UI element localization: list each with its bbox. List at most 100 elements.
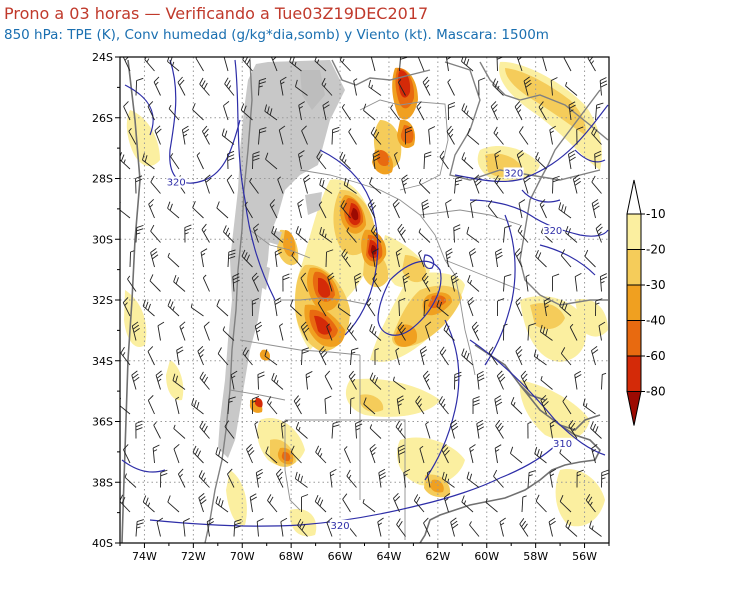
wind-barb [552, 273, 560, 292]
wind-barb [445, 57, 452, 72]
wind-barb [450, 272, 459, 292]
wind-barb [203, 321, 210, 341]
wind-barb [355, 420, 363, 439]
wind-barb [192, 201, 204, 219]
wind-barb [317, 299, 327, 317]
wind-barb [416, 101, 425, 121]
wind-barb [156, 517, 164, 537]
wind-barb [450, 419, 459, 439]
lon-tick-label: 64W [377, 550, 402, 563]
wind-barb [367, 199, 377, 219]
wind-barb [232, 273, 240, 292]
lon-tick-label: 60W [474, 550, 499, 563]
lon-tick-label: 62W [425, 550, 450, 563]
wind-barb [559, 494, 572, 513]
wind-barb [215, 447, 229, 464]
wind-barb [264, 104, 278, 121]
wind-barb [447, 102, 456, 121]
wind-barb [392, 376, 406, 390]
wind-barb [439, 150, 449, 170]
wind-barb [527, 421, 532, 439]
wind-barb [242, 347, 253, 366]
wind-barb [227, 396, 236, 415]
wind-barb [533, 349, 547, 366]
wind-barb [123, 57, 131, 72]
wind-barb [503, 274, 512, 292]
wind-barb [497, 298, 505, 317]
contour-label-bg [166, 176, 187, 188]
map-axes: 24S 26S 28S 30S 32S 34S 36S 38S 40S 74W 72W 70W 68W 6… [92, 51, 610, 563]
wind-barb [278, 125, 286, 145]
wind-barb [167, 252, 180, 268]
wind-barb [591, 126, 602, 145]
colorbar-bottom-arrow [626, 391, 642, 426]
wind-barb [350, 347, 359, 366]
wind-barb [295, 421, 308, 439]
wind-barb [167, 299, 180, 317]
wind-barb [539, 324, 553, 341]
wind-barb [167, 495, 180, 513]
wind-barb [280, 419, 288, 439]
wind-barb [300, 321, 310, 341]
wind-barb [217, 347, 229, 366]
wind-barb [494, 444, 502, 464]
wind-barb [591, 175, 602, 194]
lat-tick-label: 26S [92, 112, 113, 125]
wind-barb [543, 297, 551, 317]
wind-barb [418, 250, 425, 268]
wind-barb [466, 226, 480, 243]
wind-barb [233, 518, 242, 537]
wind-barb [197, 346, 205, 366]
lat-tick-label: 32S [92, 294, 113, 307]
wind-barb [576, 126, 584, 145]
wind-barb [152, 444, 160, 464]
wind-barb [129, 250, 135, 268]
province-borders [229, 99, 521, 540]
wind-barb [450, 517, 459, 537]
wind-barb [131, 321, 140, 341]
lat-tick-label: 30S [92, 233, 113, 246]
wind-barb [514, 248, 523, 268]
wind-barb [294, 471, 308, 488]
wind-barb [348, 128, 357, 145]
lon-tick-label: 56W [572, 550, 597, 563]
wind-barb [265, 152, 278, 170]
wind-barb [154, 125, 162, 145]
wind-barb [478, 77, 486, 96]
wind-barb [241, 249, 253, 268]
wind-barb [329, 468, 337, 488]
wind-barb [249, 177, 259, 194]
wind-barb [172, 373, 186, 390]
wind-barb [331, 421, 340, 439]
wind-barb [314, 494, 327, 513]
wind-barb [443, 323, 455, 341]
wind-barb [494, 175, 504, 194]
wind-barb [419, 346, 428, 366]
wind-barb [568, 150, 576, 170]
wind-barb [494, 150, 502, 170]
wind-barb [421, 272, 431, 292]
wind-barb [467, 274, 480, 292]
colorbar-segment [626, 320, 642, 357]
wind-barb [494, 395, 503, 415]
wind-barb [549, 468, 557, 488]
colorbar-label: -40 [646, 314, 666, 328]
wind-barb [572, 174, 581, 194]
wind-barb [518, 199, 526, 219]
wind-barb [269, 199, 278, 219]
wind-barb [131, 370, 140, 390]
wind-barb [574, 370, 582, 390]
wind-barb [192, 445, 204, 464]
wind-barb [339, 151, 351, 170]
wind-barb [271, 226, 284, 243]
wind-barb [559, 449, 572, 464]
wind-barb [472, 396, 480, 415]
wind-barb [493, 469, 504, 488]
colorbar-label: -20 [646, 243, 666, 257]
wind-barb [369, 323, 382, 341]
wind-barb [395, 248, 403, 268]
wind-barb [527, 323, 536, 341]
wind-barb [418, 179, 431, 194]
wind-barb [148, 199, 155, 219]
wind-barb [517, 224, 529, 243]
